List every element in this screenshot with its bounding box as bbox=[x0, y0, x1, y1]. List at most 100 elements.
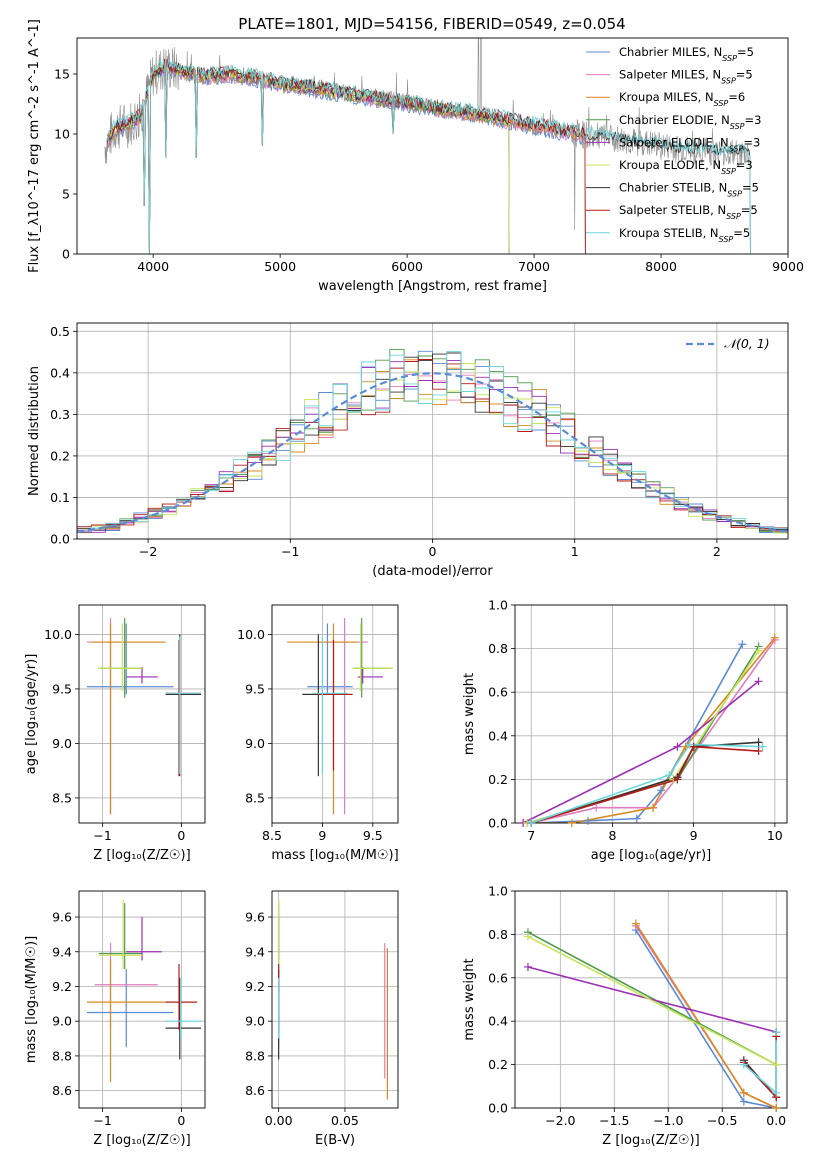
weight-marker-kroupa-stelib bbox=[739, 1060, 748, 1069]
weight-marker-kroupa-miles bbox=[770, 633, 779, 642]
x-axis-label: E(B-V) bbox=[315, 1133, 355, 1148]
weight-marker-kroupa-elodie bbox=[772, 1060, 781, 1069]
weight-line-chabrier-miles bbox=[531, 643, 743, 823]
y-tick-label: 1.0 bbox=[488, 884, 508, 899]
legend-entry-salpeter-elodie: Salpeter ELODIE, NSSP=3 bbox=[619, 135, 760, 153]
plot-area bbox=[86, 618, 202, 815]
axes-frame bbox=[271, 604, 399, 824]
x-axis-label: Z [log₁₀(Z/Z☉)] bbox=[93, 1133, 190, 1148]
axes-frame bbox=[514, 604, 788, 824]
weight-line-kroupa-miles bbox=[635, 923, 777, 1108]
weight-marker-salpeter-elodie bbox=[754, 677, 763, 686]
weight-marker-salpeter-miles bbox=[592, 803, 601, 812]
y-tick-label: 9.4 bbox=[52, 944, 72, 959]
y-tick-label: 8.6 bbox=[52, 1083, 72, 1098]
x-tick-label: −1 bbox=[93, 1113, 111, 1128]
model-spectrum-salpeter-stelib bbox=[107, 58, 586, 254]
y-axis-label: Normed distribution bbox=[27, 366, 42, 496]
weight-line-kroupa-stelib bbox=[530, 743, 763, 823]
y-tick-label: 8.8 bbox=[52, 1048, 72, 1063]
x-tick-label: 0 bbox=[177, 1113, 185, 1128]
axes-frame bbox=[271, 890, 399, 1109]
y-tick-label: 9.0 bbox=[52, 736, 72, 751]
x-tick-label: 0.00 bbox=[265, 1113, 293, 1128]
axes-frame bbox=[514, 890, 788, 1109]
weight-line-salpeter-miles bbox=[635, 925, 777, 1108]
x-tick-label: 9 bbox=[690, 828, 698, 843]
weight-marker-kroupa-stelib bbox=[758, 742, 767, 751]
axes-frame bbox=[76, 37, 789, 255]
y-tick-label: 0 bbox=[62, 247, 70, 262]
residual-histogram-panel: −2 −1 0 1 2 0.0 0.1 0.2 0.3 0.4 0.5 (data-model)/er… bbox=[27, 322, 789, 579]
x-tick-label: 6000 bbox=[391, 259, 423, 274]
x-tick-label: −1 bbox=[93, 828, 111, 843]
y-axis-label: mass weight bbox=[462, 673, 477, 755]
y-tick-label: 0.4 bbox=[488, 728, 508, 743]
legend-entry-chabrier-miles: Chabrier MILES, NSSP=5 bbox=[619, 45, 754, 63]
weight-marker-kroupa-stelib bbox=[527, 819, 536, 827]
weight-marker-salpeter-elodie bbox=[673, 742, 682, 751]
y-tick-label: 5 bbox=[62, 187, 70, 202]
legend-entry-chabrier-elodie: Chabrier ELODIE, NSSP=3 bbox=[619, 113, 761, 131]
y-tick-label: 9.2 bbox=[52, 979, 72, 994]
plot-area bbox=[86, 899, 202, 1082]
weight-marker-kroupa-stelib bbox=[685, 740, 694, 749]
x-tick-label: 9000 bbox=[772, 259, 804, 274]
x-tick-label: −1 bbox=[281, 544, 299, 559]
x-tick-label: 0.0 bbox=[766, 1113, 786, 1128]
legend-entry-salpeter-stelib: Salpeter STELIB, NSSP=5 bbox=[619, 203, 758, 221]
plot-area bbox=[77, 349, 788, 534]
y-tick-label: 9.6 bbox=[52, 910, 72, 925]
y-tick-label: 8.5 bbox=[245, 790, 265, 805]
y-tick-label: 0.2 bbox=[488, 772, 508, 787]
weight-marker-kroupa-miles bbox=[772, 1104, 781, 1112]
y-tick-label: 0.2 bbox=[50, 448, 70, 463]
y-tick-label: 0.4 bbox=[488, 1014, 508, 1029]
y-tick-label: 0.6 bbox=[488, 970, 508, 985]
y-tick-label: 9.6 bbox=[245, 910, 265, 925]
legend-entry-chabrier-stelib: Chabrier STELIB, NSSP=5 bbox=[619, 181, 759, 199]
legend-entry-kroupa-stelib: Kroupa STELIB, NSSP=5 bbox=[619, 226, 750, 244]
legend-entry-salpeter-miles: Salpeter MILES, NSSP=5 bbox=[619, 68, 753, 86]
x-axis-label: mass [log₁₀(M/M☉)] bbox=[271, 848, 398, 863]
x-tick-label: 1 bbox=[571, 544, 579, 559]
x-axis-label: wavelength [Angstrom, rest frame] bbox=[318, 279, 547, 294]
y-tick-label: 0.5 bbox=[50, 324, 70, 339]
weight-line-kroupa-miles bbox=[523, 637, 776, 823]
y-axis-label: Flux [f_λ10^-17 erg cm^-2 s^-1 A^-1] bbox=[27, 19, 42, 273]
x-tick-label: 8 bbox=[608, 828, 616, 843]
x-tick-label: 0 bbox=[429, 544, 437, 559]
y-tick-label: 9.5 bbox=[52, 681, 72, 696]
y-tick-label: 9.2 bbox=[245, 979, 265, 994]
weight-marker-kroupa-miles bbox=[567, 819, 576, 827]
y-tick-label: 8.6 bbox=[245, 1083, 265, 1098]
plot-area bbox=[527, 923, 777, 1108]
x-tick-label: 7000 bbox=[518, 259, 550, 274]
mass-weight-vs-Z-panel: −2.0 −1.5 −1.0 −0.5 0.0 0.0 0.2 0.4 0.6 0.8 1.0 Z [… bbox=[462, 884, 788, 1148]
weight-marker-kroupa-miles bbox=[681, 742, 690, 751]
weight-marker-chabrier-miles bbox=[632, 814, 641, 823]
x-tick-label: 9.5 bbox=[363, 828, 383, 843]
axes-frame bbox=[78, 604, 206, 824]
plot-area bbox=[278, 899, 388, 1100]
y-tick-label: 0.0 bbox=[50, 532, 70, 547]
y-tick-label: 10 bbox=[54, 127, 70, 142]
weight-marker-chabrier-stelib bbox=[754, 738, 763, 747]
y-axis-label: mass [log₁₀(M/M☉)] bbox=[24, 936, 39, 1063]
x-tick-label: −1.0 bbox=[653, 1113, 683, 1128]
y-tick-label: 8.5 bbox=[52, 790, 72, 805]
x-tick-label: −1.5 bbox=[599, 1113, 629, 1128]
weight-line-chabrier-elodie bbox=[526, 645, 760, 823]
plot-area bbox=[522, 637, 776, 823]
legend-entry-kroupa-elodie: Kroupa ELODIE, NSSP=3 bbox=[619, 158, 753, 176]
x-axis-label: Z [log₁₀(Z/Z☉)] bbox=[602, 1133, 699, 1148]
weight-marker-kroupa-miles bbox=[631, 919, 640, 928]
y-tick-label: 1.0 bbox=[488, 598, 508, 613]
spectrum-panel: 4000 5000 6000 7000 8000 9000 0 5 10 15 wavelength… bbox=[27, 19, 804, 294]
mass-vs-Z-panel: −1 0 8.6 8.8 9.0 9.2 9.4 9.6 Z [log₁₀(Z/Z☉)] mass… bbox=[24, 890, 206, 1148]
y-tick-label: 0.2 bbox=[488, 1057, 508, 1072]
y-tick-label: 0.1 bbox=[50, 490, 70, 505]
weight-marker-kroupa-stelib bbox=[772, 1028, 781, 1037]
weight-marker-kroupa-stelib bbox=[665, 771, 674, 780]
